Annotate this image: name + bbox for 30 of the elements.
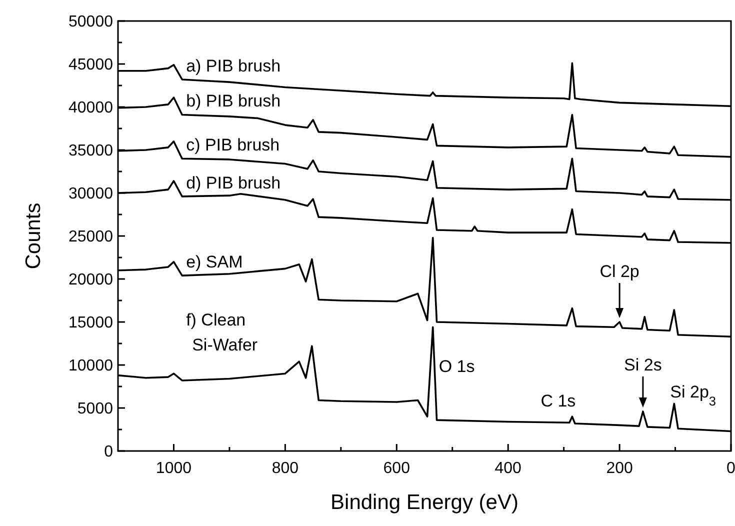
x-tick-label: 0 (726, 460, 735, 477)
y-tick-label: 10000 (68, 358, 114, 375)
y-tick-label: 50000 (68, 14, 114, 31)
x-tick-label: 800 (272, 460, 299, 477)
annotation: C 1s (540, 392, 576, 411)
y-axis-title: Counts (22, 202, 45, 270)
series-label: e) SAM (186, 252, 243, 272)
x-axis-title: Binding Energy (eV) (330, 491, 518, 514)
series-label: f) Clean Si-Wafer (186, 310, 258, 354)
annotation: Cl 2p (600, 262, 640, 281)
y-tick-label: 45000 (68, 56, 114, 74)
series-label: d) PIB brush (186, 173, 281, 192)
y-tick-label: 20000 (68, 272, 114, 289)
x-tick-label: 1000 (156, 460, 192, 477)
annotation: Si 2p$_{3}$ (670, 382, 716, 408)
y-tick-label: 0 (104, 444, 114, 461)
y-tick-label: 40000 (68, 100, 114, 117)
y-tick-label: 5000 (77, 400, 114, 418)
y-tick-label: 30000 (68, 186, 114, 203)
series-label: c) PIB brush (186, 136, 280, 155)
y-tick-label: 25000 (68, 228, 114, 246)
annotation: O 1s (438, 357, 475, 376)
series-label: b) PIB brush (186, 92, 281, 111)
annotation: Si 2s (624, 355, 662, 374)
series-label: a) PIB brush (186, 56, 281, 76)
y-tick-label: 35000 (68, 142, 114, 160)
y-tick-label: 15000 (68, 314, 114, 332)
x-tick-label: 200 (606, 460, 633, 477)
x-tick-label: 400 (494, 460, 522, 477)
x-tick-label: 600 (383, 460, 410, 477)
